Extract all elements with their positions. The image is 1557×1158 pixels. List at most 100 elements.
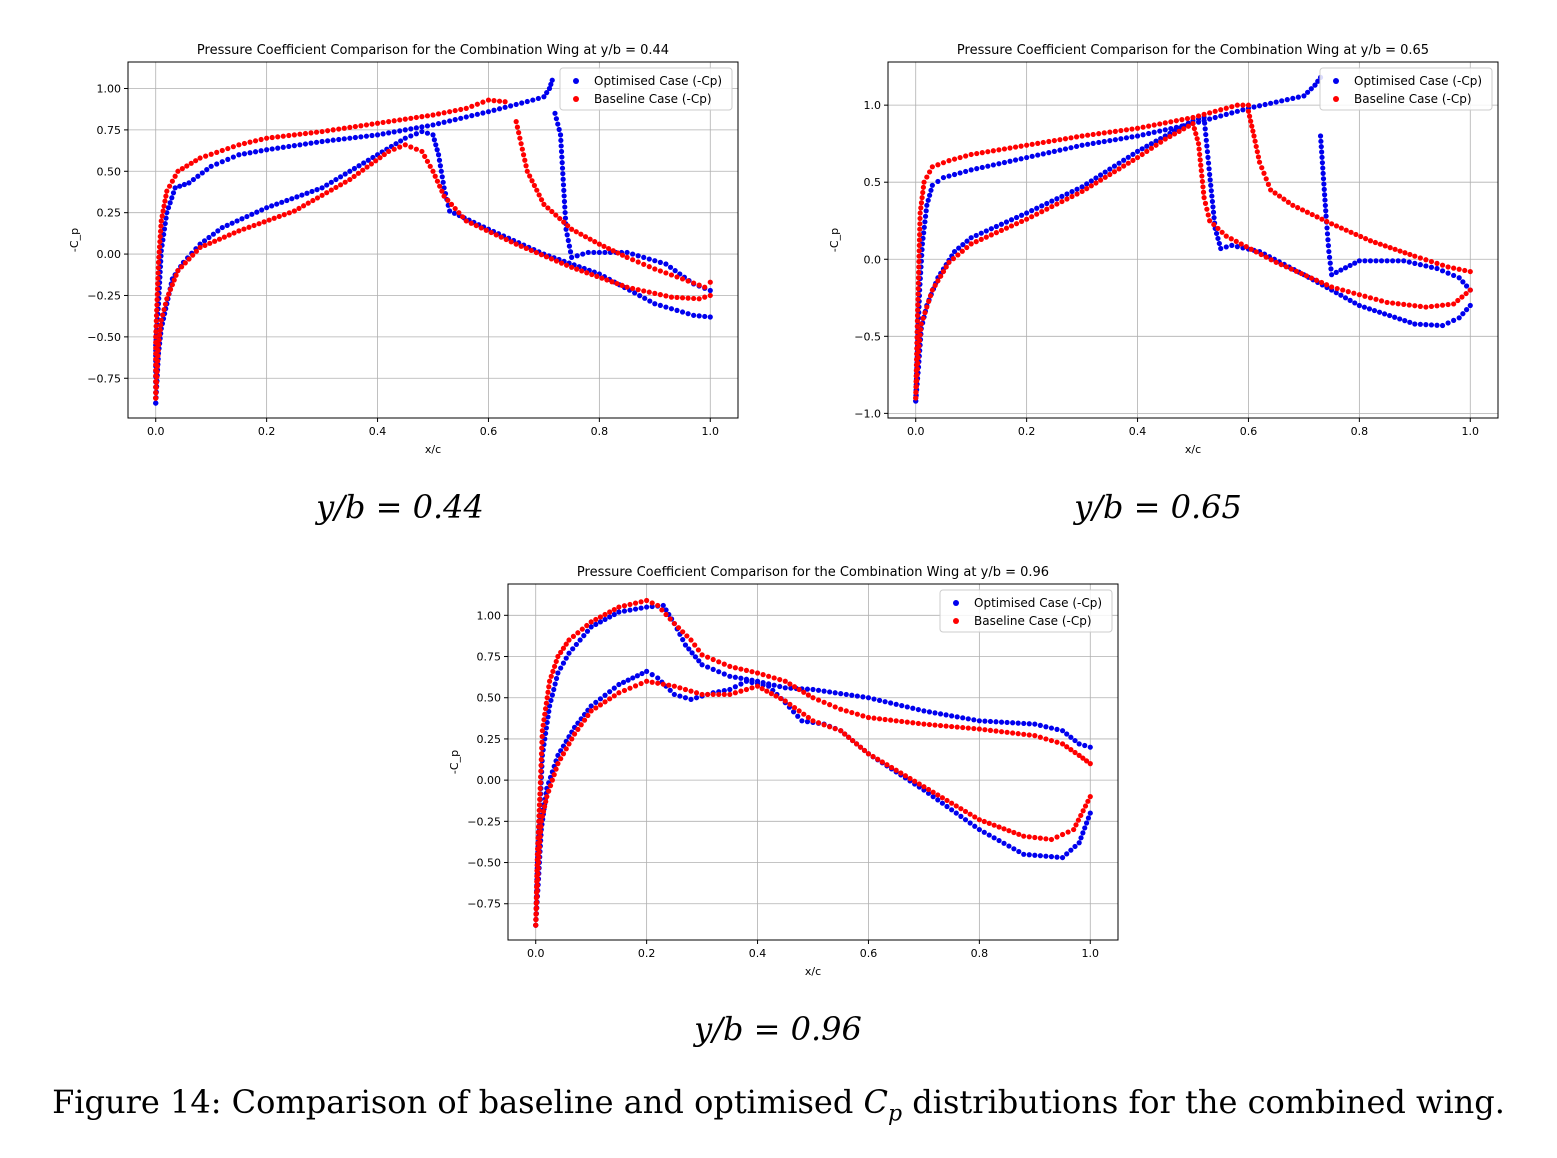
data-point (301, 203, 307, 209)
data-point (926, 298, 932, 304)
data-point (562, 204, 568, 210)
data-point (958, 813, 964, 819)
data-point (988, 232, 994, 238)
data-point (549, 77, 555, 83)
data-point (153, 379, 160, 385)
data-point (1322, 197, 1328, 203)
data-point (1064, 191, 1070, 197)
data-point (351, 173, 357, 180)
data-point (254, 209, 260, 215)
data-point (1251, 133, 1257, 139)
data-point (987, 727, 994, 733)
data-point (551, 663, 558, 670)
data-point (619, 252, 626, 258)
data-point (884, 762, 890, 768)
data-point (153, 318, 159, 324)
data-point (513, 119, 519, 125)
data-point (916, 242, 922, 248)
legend-label: Optimised Case (-Cp) (594, 74, 722, 88)
data-point (236, 152, 242, 158)
data-point (1434, 322, 1440, 328)
data-point (574, 266, 580, 272)
data-point (926, 169, 933, 175)
data-point (682, 686, 689, 693)
x-tick-label: 1.0 (1462, 425, 1480, 438)
data-point (705, 654, 711, 660)
figure-caption: Figure 14: Comparison of baseline and op… (52, 1083, 1505, 1127)
data-point (1015, 731, 1021, 737)
data-point (915, 280, 921, 286)
data-point (212, 238, 218, 244)
data-point (1037, 722, 1043, 729)
data-point (553, 116, 559, 122)
data-point (299, 192, 305, 198)
x-tick-label: 0.6 (860, 947, 878, 960)
data-point (558, 137, 564, 144)
data-point (543, 700, 549, 706)
data-point (190, 252, 196, 258)
data-point (434, 147, 440, 153)
data-point (155, 342, 162, 348)
data-point (447, 208, 453, 214)
data-point (972, 814, 978, 820)
data-point (935, 178, 941, 185)
data-point (1043, 736, 1049, 742)
data-point (607, 614, 613, 620)
data-point (569, 226, 575, 232)
data-point (161, 203, 167, 209)
data-point (537, 796, 543, 802)
data-point (546, 678, 553, 684)
data-point (1451, 301, 1457, 307)
data-point (219, 147, 225, 154)
data-point (207, 240, 213, 246)
legend-label: Baseline Case (-Cp) (1354, 92, 1472, 106)
data-point (368, 161, 374, 167)
data-point (777, 676, 783, 683)
data-point (210, 231, 216, 237)
data-point (1459, 294, 1465, 300)
data-point (167, 200, 173, 206)
data-point (230, 154, 236, 160)
data-point (644, 597, 650, 604)
data-point (558, 649, 564, 655)
data-point (570, 633, 577, 640)
data-point (575, 630, 581, 636)
data-point (1048, 854, 1055, 860)
data-point (1412, 253, 1418, 259)
data-point (352, 123, 358, 130)
data-point (1148, 145, 1155, 151)
data-point (986, 820, 992, 826)
data-point (602, 611, 608, 618)
data-point (434, 178, 441, 184)
data-point (1318, 144, 1324, 150)
data-point (1250, 128, 1256, 134)
data-point (153, 328, 159, 335)
data-point (699, 662, 705, 668)
data-point (663, 611, 669, 618)
data-point (1299, 207, 1306, 213)
data-point (463, 114, 469, 120)
data-point (1390, 258, 1396, 264)
data-point (976, 726, 982, 732)
data-point (871, 696, 877, 702)
data-point (1079, 184, 1085, 190)
data-point (638, 599, 644, 605)
data-point (419, 128, 425, 135)
data-point (1085, 815, 1092, 821)
data-point (160, 312, 166, 318)
data-point (1111, 169, 1118, 175)
data-point (157, 327, 163, 333)
data-point (291, 132, 297, 138)
data-point (562, 215, 569, 221)
data-point (463, 218, 469, 224)
data-point (1361, 304, 1368, 310)
data-point (336, 136, 342, 143)
y-tick-label: −0.50 (467, 857, 501, 870)
data-point (155, 270, 161, 276)
data-point (768, 691, 775, 697)
data-point (533, 922, 539, 928)
data-point (519, 100, 525, 106)
x-tick-label: 1.0 (702, 425, 720, 438)
data-point (635, 259, 641, 265)
data-point (1078, 835, 1084, 841)
